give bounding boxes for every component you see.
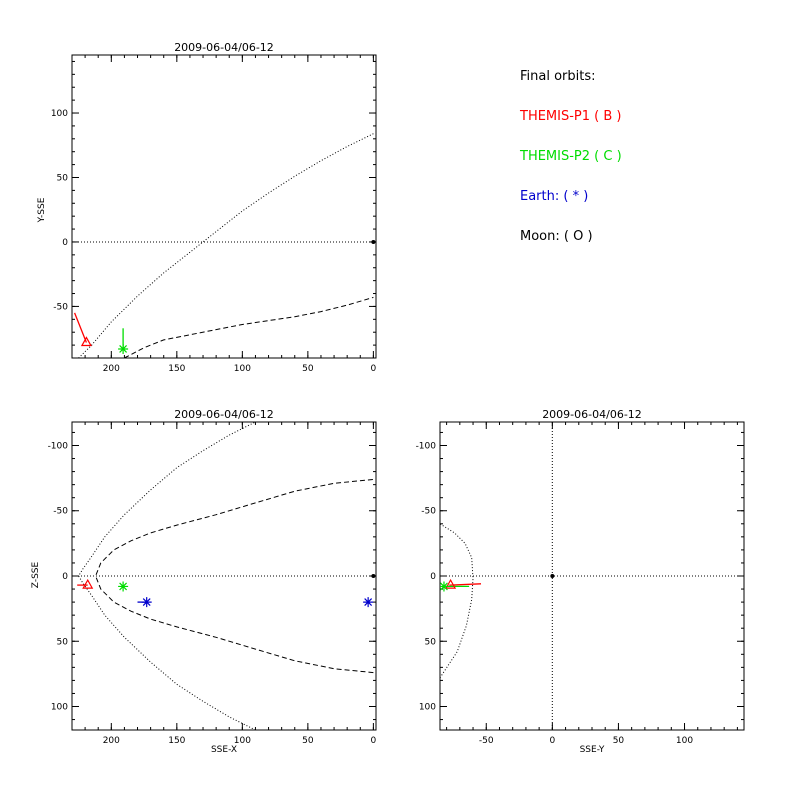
xy-x-tick-label: 150 [168,364,185,374]
xy-y-tick-label: -50 [53,302,68,312]
panel-xy-ylabel: Y-SSE [37,197,47,223]
yz-y-tick-label: -50 [421,507,436,517]
yz-x-tick-label: 0 [549,736,555,746]
legend-heading: Final orbits: [520,69,596,84]
panel-xy-title: 2009-06-04/06-12 [174,41,274,54]
yz-y-tick-label: 0 [430,572,436,582]
panel-xz-ylabel: Z-SSE [31,562,41,589]
xz-x-tick-label: 50 [302,736,314,746]
legend-moon: Moon: ( O ) [520,229,593,244]
panel-xz-xlabel: SSE-X [211,745,237,755]
xy-themis-p2-marker [118,343,129,354]
xy-x-tick-label: 100 [234,364,251,374]
xz-earth-marker [141,597,152,608]
yz-x-tick-label: 50 [613,736,625,746]
legend-earth: Earth: ( * ) [520,189,588,204]
xz-moon-edge-marker [363,597,374,608]
xy-y-tick-label: 0 [62,238,68,248]
xz-y-tick-label: -50 [53,507,68,517]
legend-themis-p2: THEMIS-P2 ( C ) [519,149,622,164]
xz-plot-area [72,422,376,730]
xy-y-tick-label: 100 [51,109,68,119]
yz-y-tick-label: 50 [425,637,437,647]
xz-y-tick-label: 0 [62,572,68,582]
yz-themis-p1-marker [445,578,457,589]
yz-y-tick-label: 100 [419,703,436,713]
xz-x-tick-label: 200 [103,736,120,746]
xz-y-tick-label: 50 [57,637,69,647]
yz-y-tick-label: -100 [416,441,437,451]
xy-themis-p1-marker [80,336,92,347]
panel-yz: 2009-06-04/06-12 SSE-Y -50 0 50 100 -100 -50 0… [416,408,745,755]
xy-frame [71,54,377,359]
legend-themis-p1: THEMIS-P1 ( B ) [519,109,622,124]
xy-x-tick-label: 200 [103,364,120,374]
xy-p1-track [73,312,88,343]
xz-themis-p1-marker [82,578,94,589]
yz-plot-area [440,422,744,730]
yz-x-tick-label: 100 [676,736,693,746]
panel-yz-title: 2009-06-04/06-12 [542,408,642,421]
yz-themis-p2-marker [440,581,449,592]
xz-y-tick-label: -100 [48,441,69,451]
xz-themis-p2-marker [118,581,129,592]
yz-magnetopause [440,523,474,679]
xy-bow-shock [124,296,374,358]
panel-yz-xlabel: SSE-Y [580,745,605,755]
xz-y-tick-label: 100 [51,703,68,713]
panel-xz-title: 2009-06-04/06-12 [174,408,274,421]
xz-origin-marker [371,574,376,578]
xy-magnetopause [78,133,374,358]
xz-x-tick-label: 0 [371,736,377,746]
panel-xz: 2009-06-04/06-12 SSE-X Z-SSE 200 150 100 50… [31,408,377,755]
xy-earth-marker [371,239,376,244]
yz-p1-track [449,583,482,586]
xy-plot-area [72,133,376,358]
xz-x-tick-label: 150 [168,736,185,746]
xy-x-tick-label: 50 [302,364,314,374]
xz-x-tick-label: 100 [234,736,251,746]
xy-x-tick-label: 0 [371,364,377,374]
panel-xy: 2009-06-04/06-12 Y-SSE 200 150 100 50 0 -50 0 5… [37,41,377,374]
yz-x-tick-label: -50 [479,736,494,746]
xy-y-tick-label: 50 [57,173,69,183]
legend: Final orbits: THEMIS-P1 ( B ) THEMIS-P2 … [519,69,622,244]
yz-earth-marker [550,574,555,578]
